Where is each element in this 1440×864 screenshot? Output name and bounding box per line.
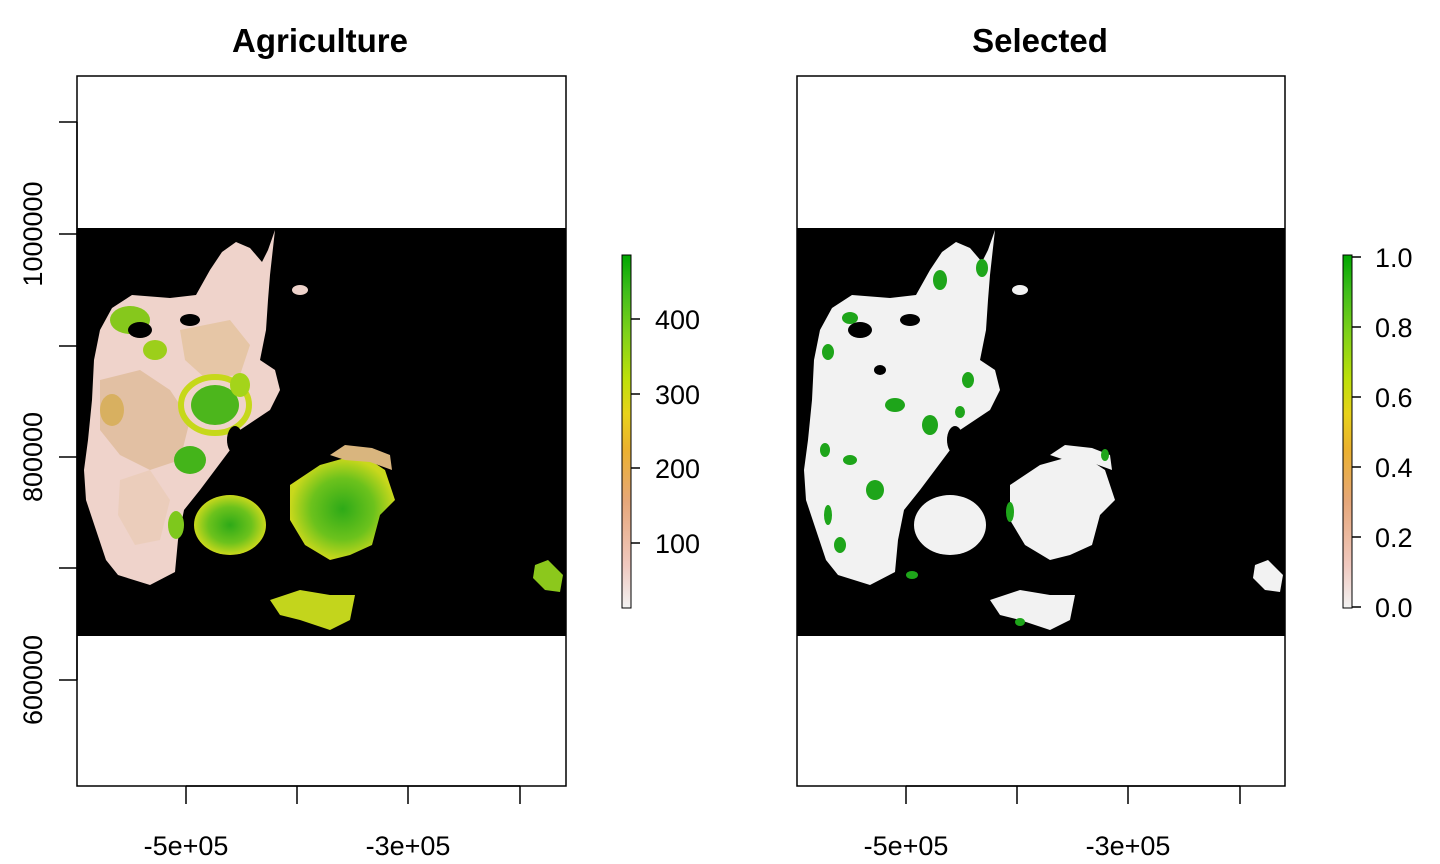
legend-label: 0.6 <box>1375 383 1413 413</box>
legend-label: 100 <box>655 529 700 559</box>
legend-label: 0.2 <box>1375 523 1413 553</box>
y-tick-label: 800000 <box>18 412 48 502</box>
x-tick-label: -5e+05 <box>144 831 229 861</box>
selected-legend: 1.0 0.8 0.6 0.4 0.2 0.0 <box>1342 243 1413 623</box>
agriculture-legend-colorbar <box>621 254 632 609</box>
selected-x-axis: -5e+05 -3e+05 <box>864 785 1241 861</box>
x-tick-label: -3e+05 <box>1086 831 1171 861</box>
selected-title: Selected <box>972 22 1108 59</box>
agriculture-y-axis: 1000000 800000 600000 <box>18 121 78 725</box>
legend-label: 0.8 <box>1375 313 1413 343</box>
legend-label: 300 <box>655 380 700 410</box>
selected-land <box>804 230 1283 630</box>
agriculture-panel: Agriculture <box>18 22 700 861</box>
agriculture-land <box>84 230 563 630</box>
agriculture-title: Agriculture <box>232 22 408 59</box>
agriculture-x-axis: -5e+05 -3e+05 <box>144 785 521 861</box>
y-tick-label: 1000000 <box>18 181 48 286</box>
legend-label: 0.0 <box>1375 593 1413 623</box>
legend-label: 0.4 <box>1375 453 1413 483</box>
legend-label: 1.0 <box>1375 243 1413 273</box>
selected-legend-colorbar <box>1342 254 1353 609</box>
legend-label: 400 <box>655 305 700 335</box>
y-tick-label: 600000 <box>18 635 48 725</box>
x-tick-label: -5e+05 <box>864 831 949 861</box>
x-tick-label: -3e+05 <box>366 831 451 861</box>
selected-panel: Selected <box>796 22 1413 861</box>
legend-label: 200 <box>655 454 700 484</box>
agriculture-legend: 400 300 200 100 <box>621 254 700 609</box>
